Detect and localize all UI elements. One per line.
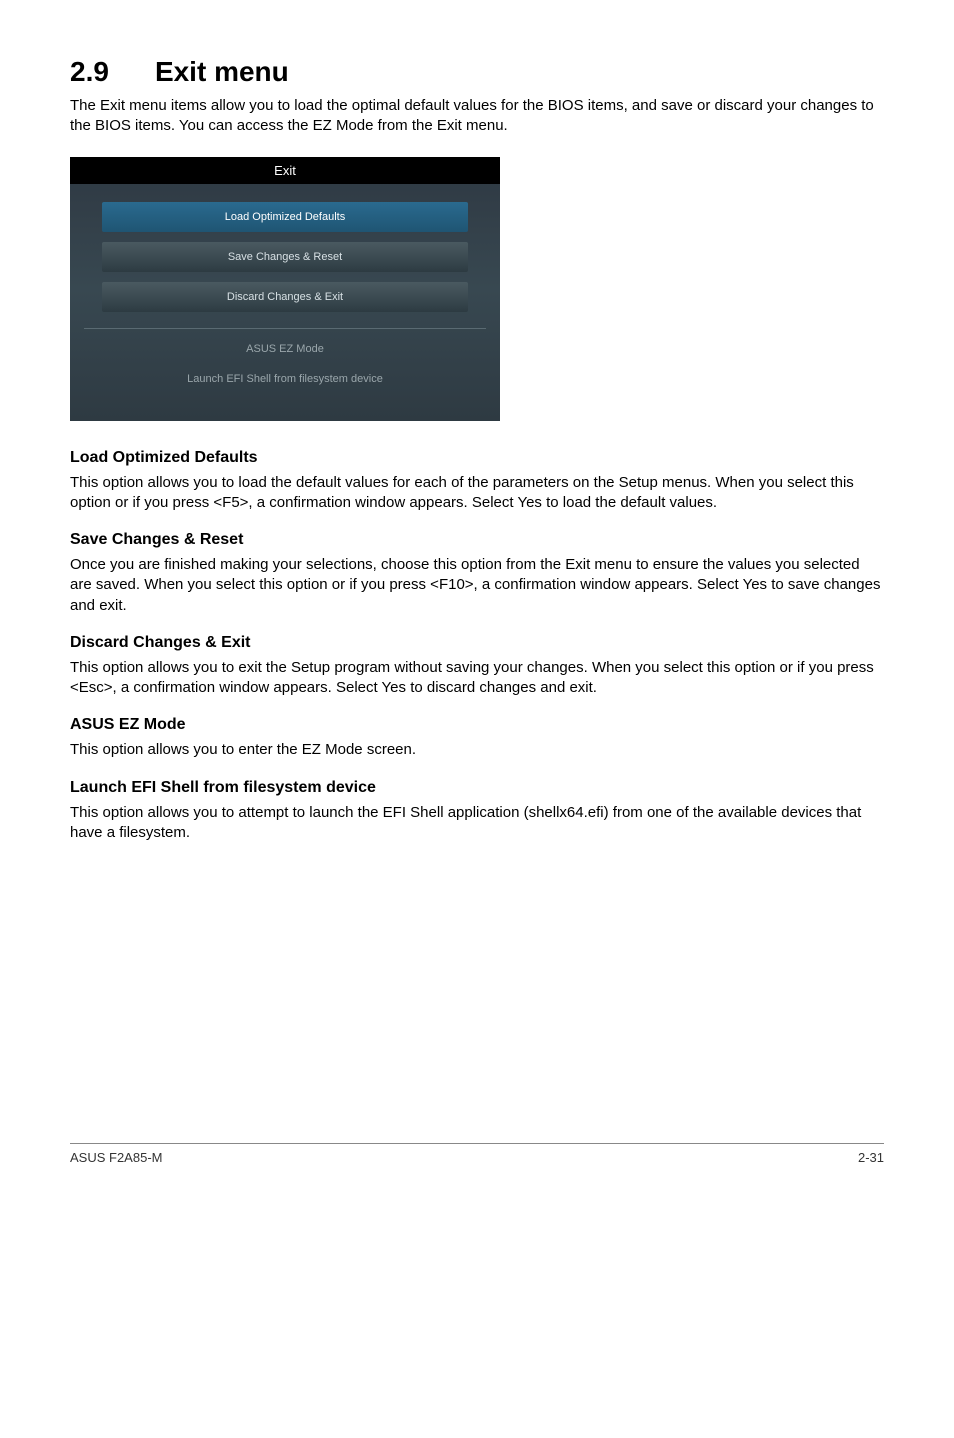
launch-efi-shell-item[interactable]: Launch EFI Shell from filesystem device	[70, 373, 500, 385]
bios-menu-divider	[84, 328, 486, 329]
page-footer: ASUS F2A85-M 2-31	[70, 1143, 884, 1165]
bios-exit-menu: Exit Load Optimized Defaults Save Change…	[70, 157, 500, 421]
load-optimized-defaults-button[interactable]: Load Optimized Defaults	[102, 202, 468, 232]
subsection-save-changes-reset: Save Changes & Reset Once you are finish…	[70, 531, 884, 616]
body-text: This option allows you to load the defau…	[70, 473, 884, 514]
subheading: ASUS EZ Mode	[70, 716, 884, 734]
body-text: Once you are finished making your select…	[70, 555, 884, 616]
subsection-discard-changes-exit: Discard Changes & Exit This option allow…	[70, 634, 884, 699]
footer-page-number: 2-31	[858, 1150, 884, 1165]
subheading: Discard Changes & Exit	[70, 634, 884, 652]
intro-paragraph: The Exit menu items allow you to load th…	[70, 96, 884, 137]
body-text: This option allows you to enter the EZ M…	[70, 740, 884, 760]
subheading: Save Changes & Reset	[70, 531, 884, 549]
asus-ez-mode-item[interactable]: ASUS EZ Mode	[70, 343, 500, 355]
subsection-asus-ez-mode: ASUS EZ Mode This option allows you to e…	[70, 716, 884, 760]
section-title: 2.9 Exit menu	[70, 56, 884, 88]
subheading: Launch EFI Shell from filesystem device	[70, 779, 884, 797]
body-text: This option allows you to exit the Setup…	[70, 658, 884, 699]
section-heading: Exit menu	[155, 56, 289, 88]
section-number: 2.9	[70, 56, 109, 88]
footer-product: ASUS F2A85-M	[70, 1150, 162, 1165]
subsection-load-optimized-defaults: Load Optimized Defaults This option allo…	[70, 449, 884, 514]
body-text: This option allows you to attempt to lau…	[70, 803, 884, 844]
discard-changes-exit-button[interactable]: Discard Changes & Exit	[102, 282, 468, 312]
subsection-launch-efi-shell: Launch EFI Shell from filesystem device …	[70, 779, 884, 844]
subheading: Load Optimized Defaults	[70, 449, 884, 467]
save-changes-reset-button[interactable]: Save Changes & Reset	[102, 242, 468, 272]
bios-menu-header: Exit	[70, 157, 500, 184]
